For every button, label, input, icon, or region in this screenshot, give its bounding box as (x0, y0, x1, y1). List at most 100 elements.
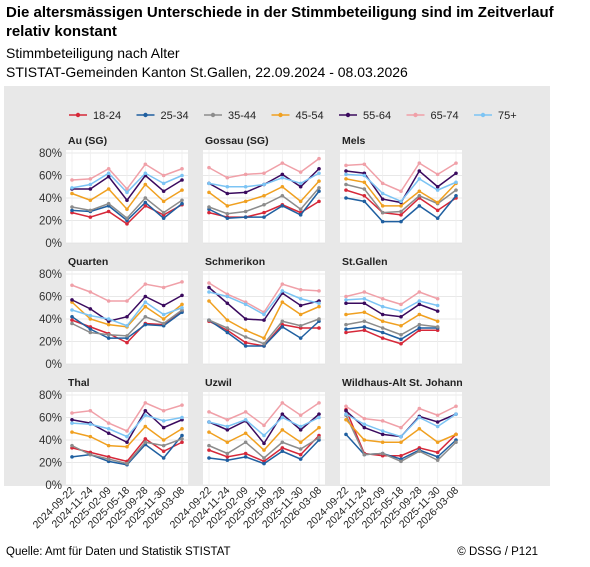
data-point (298, 213, 303, 217)
legend-label: 45-54 (296, 110, 324, 122)
data-point (399, 219, 403, 224)
data-point (399, 440, 403, 445)
data-point (243, 451, 248, 456)
data-point (180, 302, 184, 307)
data-point (317, 156, 321, 161)
credit-note: © DSSG / P121 (457, 546, 538, 558)
data-point (225, 326, 230, 330)
data-point (88, 177, 93, 181)
data-point (125, 299, 129, 303)
data-point (143, 182, 148, 187)
data-point (317, 301, 321, 306)
chart-title: Die altersmässigen Unterschiede in der S… (6, 4, 554, 40)
data-point (399, 189, 403, 194)
data-point (243, 209, 248, 214)
data-point (362, 290, 367, 294)
data-point (207, 318, 211, 322)
panel-title: Uzwil (205, 377, 232, 389)
data-point (161, 216, 166, 221)
data-point (298, 452, 303, 457)
data-point (180, 437, 184, 441)
data-point (225, 440, 230, 445)
data-point (207, 430, 211, 434)
data-point (125, 444, 129, 449)
data-point (243, 455, 248, 459)
data-point (143, 162, 148, 167)
data-point (344, 417, 348, 422)
series-line-75+ (345, 297, 438, 312)
legend-swatch-marker (345, 112, 351, 118)
data-point (207, 443, 211, 448)
data-point (298, 207, 303, 212)
data-point (317, 326, 321, 330)
data-point (317, 317, 321, 321)
data-point (344, 172, 348, 177)
data-point (225, 211, 230, 216)
data-point (180, 188, 184, 192)
legend-swatch-marker (278, 112, 283, 118)
data-point (225, 204, 230, 208)
series-line-18-24 (345, 329, 438, 345)
data-point (225, 294, 230, 299)
data-point (435, 325, 440, 329)
data-point (70, 321, 74, 326)
legend-item-75+: 75+ (474, 110, 517, 122)
data-point (280, 175, 285, 180)
data-point (362, 416, 367, 421)
data-point (225, 318, 230, 322)
data-point (317, 166, 321, 171)
data-point (88, 307, 93, 311)
data-point (262, 312, 266, 317)
data-point (125, 334, 129, 338)
data-point (344, 412, 348, 416)
data-point (106, 322, 111, 327)
data-point (106, 201, 111, 206)
data-point (161, 443, 166, 448)
data-point (454, 432, 458, 437)
data-point (106, 332, 111, 337)
data-point (161, 317, 166, 321)
data-point (243, 431, 248, 436)
series-line-25-34 (345, 326, 438, 341)
data-point (262, 341, 266, 346)
data-point (298, 447, 303, 451)
panel-uzwil: Uzwil2024-09-222024-11-242025-02-092025-… (168, 377, 325, 531)
data-point (106, 426, 111, 431)
data-point (280, 446, 285, 450)
data-point (88, 330, 93, 335)
data-point (417, 406, 422, 411)
data-point (125, 187, 129, 191)
data-point (344, 322, 348, 327)
data-point (298, 303, 303, 308)
data-point (417, 177, 422, 181)
data-point (454, 171, 458, 176)
data-point (88, 317, 93, 321)
data-point (298, 287, 303, 292)
data-point (399, 341, 403, 346)
data-point (298, 336, 303, 340)
data-point (417, 302, 422, 307)
data-point (70, 421, 74, 425)
data-point (161, 210, 166, 215)
data-point (362, 452, 367, 457)
data-point (417, 326, 422, 330)
data-point (70, 208, 74, 213)
data-point (225, 428, 230, 432)
data-point (344, 432, 348, 437)
data-point (280, 428, 285, 432)
chart-subtitle-2: STISTAT-Gemeinden Kanton St.Gallen, 22.0… (6, 64, 408, 80)
data-point (298, 424, 303, 429)
data-point (362, 422, 367, 427)
data-point (161, 189, 166, 194)
data-point (243, 440, 248, 445)
data-point (225, 417, 230, 422)
data-point (143, 424, 148, 429)
panel-title: Thal (68, 377, 90, 389)
data-point (380, 296, 385, 301)
data-point (88, 408, 93, 413)
data-point (435, 303, 440, 308)
data-point (106, 421, 111, 425)
data-point (161, 419, 166, 423)
y-tick-label: 60% (39, 292, 62, 304)
panel-title: St.Gallen (342, 256, 388, 268)
